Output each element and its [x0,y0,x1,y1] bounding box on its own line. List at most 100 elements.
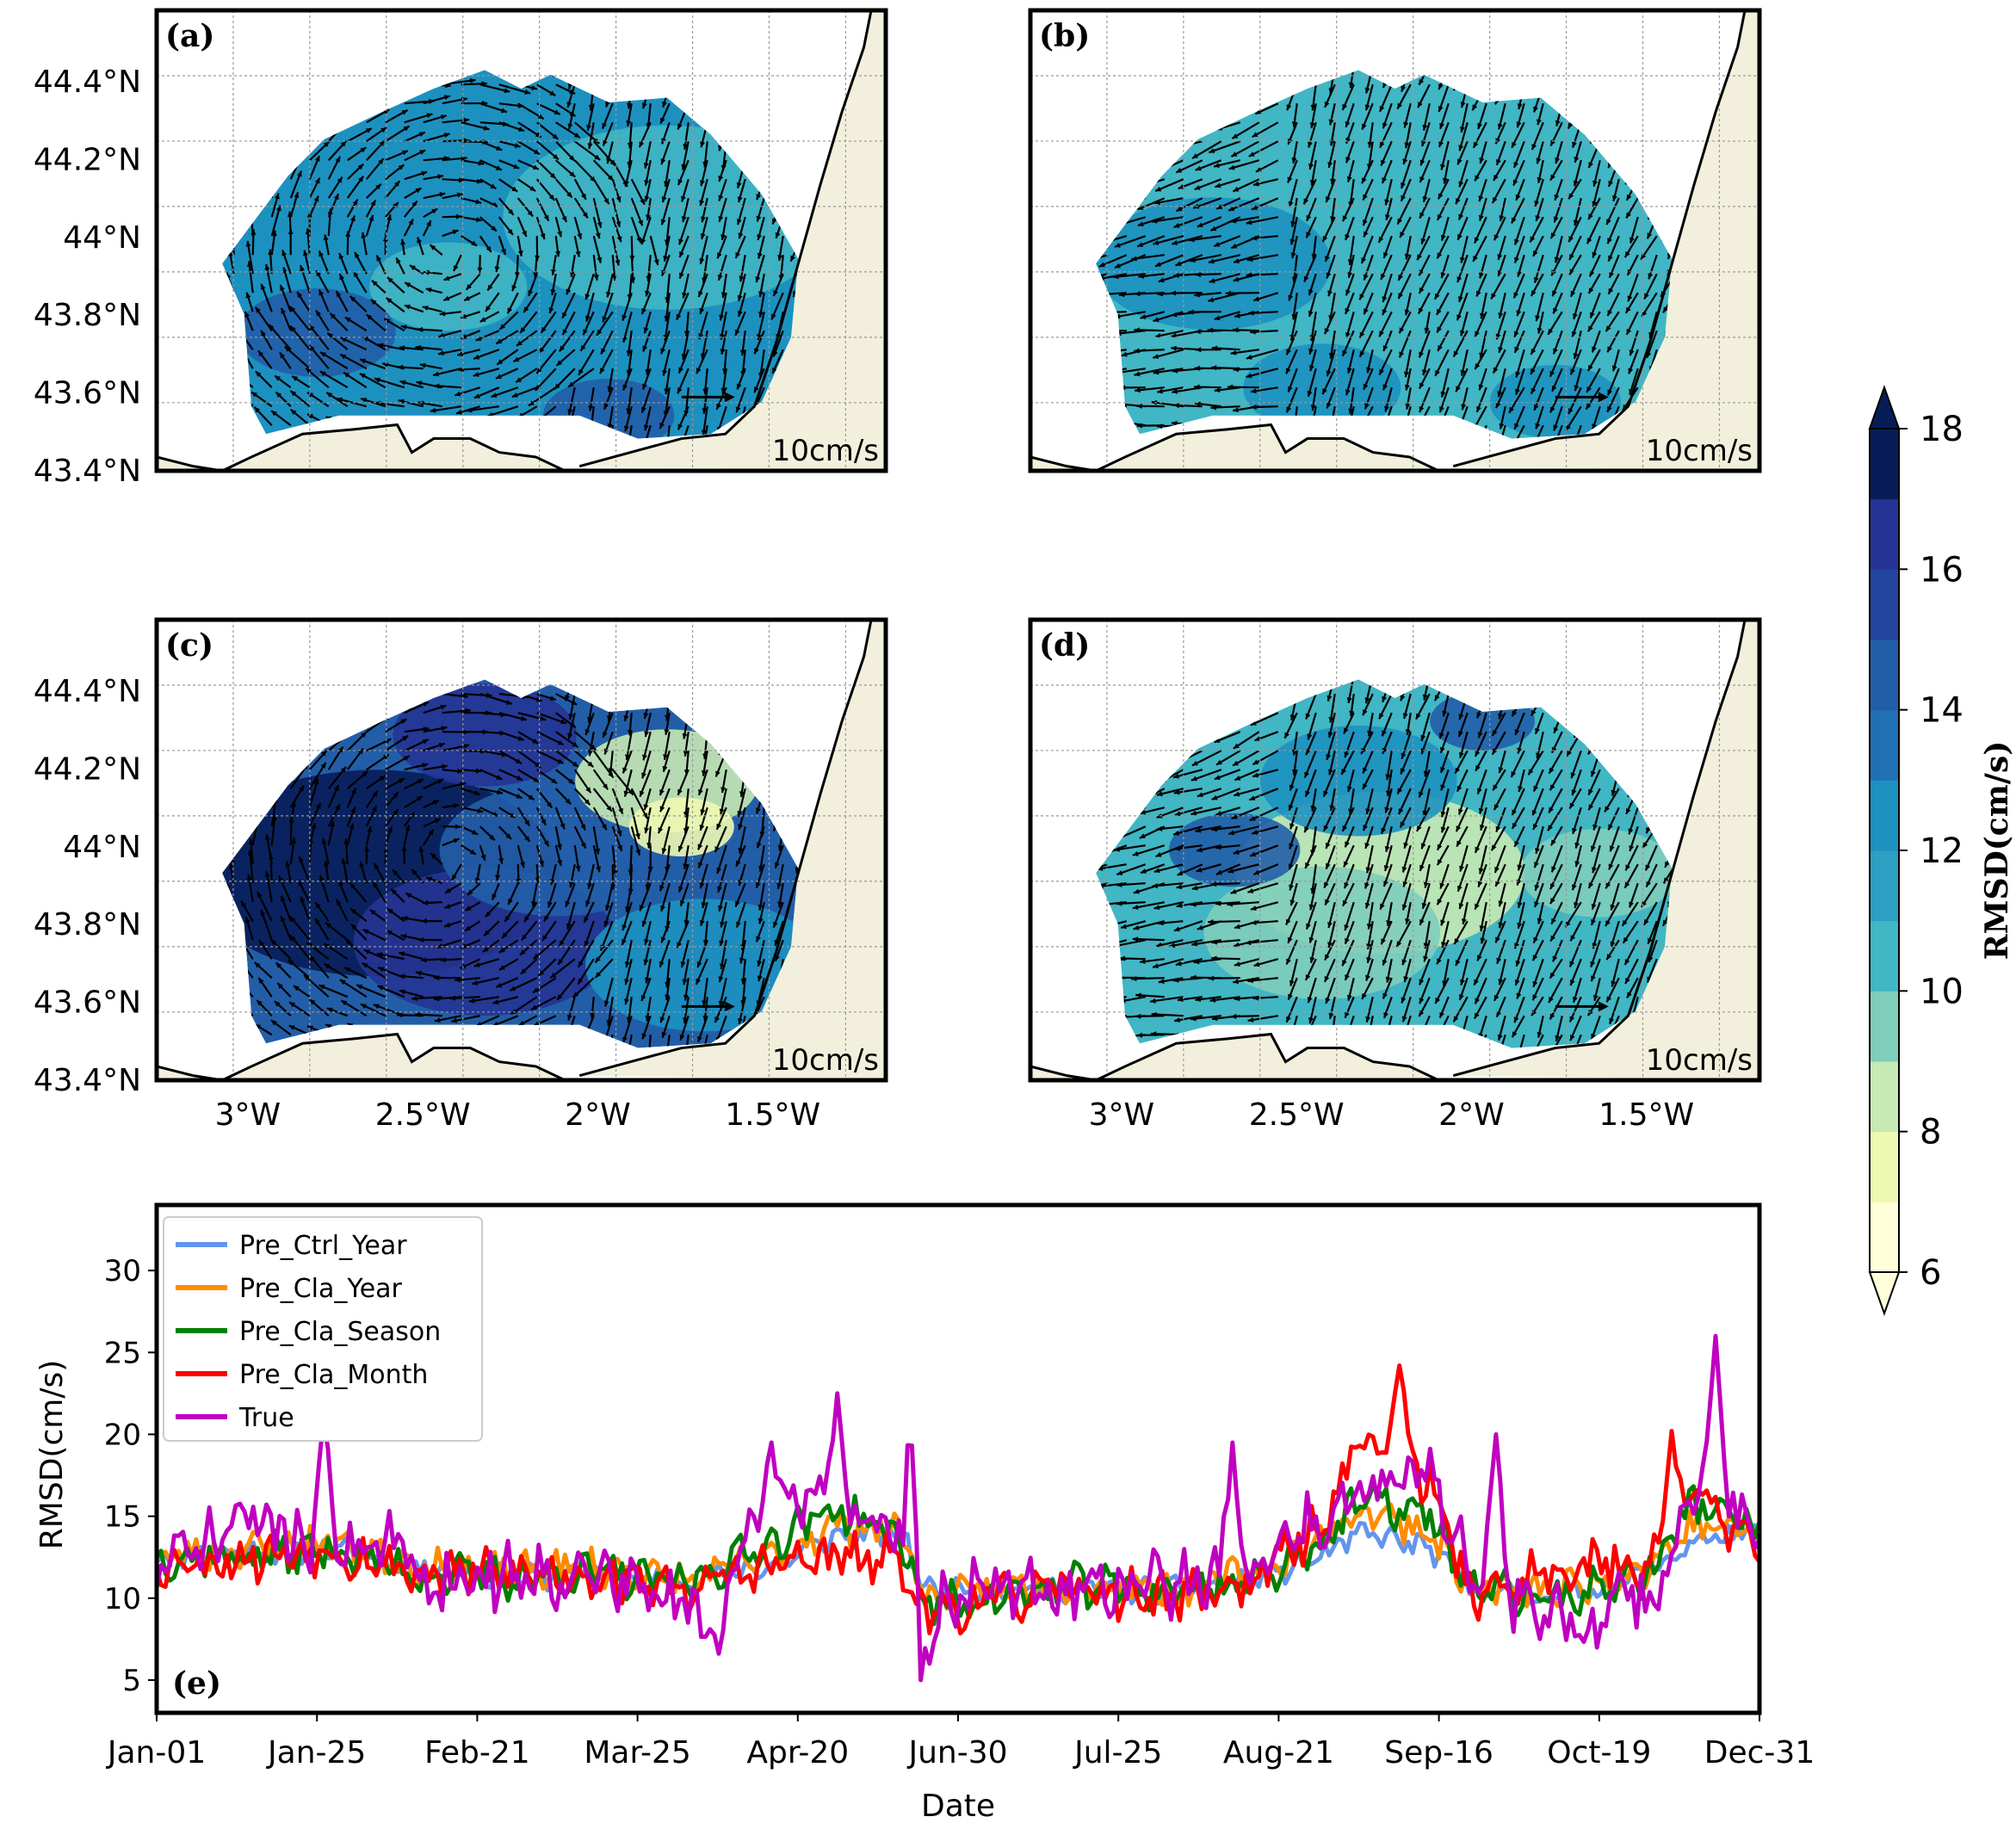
vector-arrowhead [1367,141,1373,148]
vector-arrowhead [1665,861,1670,868]
vector-arrowhead [1397,102,1403,109]
vector-arrowhead [442,763,448,769]
vector-arrowhead [1458,808,1463,815]
vector-arrowhead [1250,905,1257,912]
vector-arrowhead [379,140,385,147]
vector-arrowhead [1097,865,1104,871]
vector-arrowhead [568,714,574,720]
vector-arrowhead [399,973,405,979]
vector-arrowhead [1589,270,1595,277]
vector-arrowhead [1346,697,1352,703]
vector-arrowhead [575,250,581,257]
vector-arrowhead [505,833,511,839]
vector-arrowhead [495,874,501,881]
vector-arrowhead [577,232,583,239]
vector-arrowhead [1327,769,1333,776]
vector-arrowhead [1250,388,1257,394]
vector-arrowhead [1305,973,1311,980]
vector-arrowhead [1190,776,1197,782]
vector-arrowhead [1172,240,1178,245]
vector-arrowhead [584,294,591,300]
vector-arrowhead [1345,307,1351,314]
vector-arrowhead [587,761,594,768]
vector-arrowhead [584,799,591,806]
vector-arrowhead [289,306,296,312]
vector-arrowhead [430,244,436,250]
vector-arrowhead [241,900,247,907]
vector-arrowhead [1249,795,1256,800]
vector-arrowhead [641,307,646,314]
vector-arrowhead [1515,388,1520,395]
vector-arrowhead [1190,810,1197,816]
vector-arrowhead [363,949,370,955]
vector-arrow [1228,197,1260,212]
vector-arrowhead [377,343,384,349]
vector-arrowhead [341,1000,348,1006]
vector-arrowhead [490,183,497,189]
vector-arrowhead [290,935,296,942]
vector-arrowhead [1383,865,1389,872]
vector-arrowhead [483,125,490,131]
vector-arrowhead [538,970,545,976]
vector-arrowhead [507,229,513,235]
vector-arrowhead [465,925,472,931]
land-east [1453,620,1759,1080]
vector-arrowhead [1132,850,1139,856]
vector-arrowhead [646,843,652,849]
vector-arrowhead [533,987,539,993]
vector-arrowhead [1397,788,1403,794]
vector-arrowhead [314,155,320,162]
vector-arrowhead [1553,307,1558,314]
vector-arrowhead [1530,236,1536,243]
vector-arrowhead [1573,353,1579,360]
vector-arrowhead [1514,729,1520,735]
vector-arrowhead [1571,331,1577,337]
vector-arrowhead [1197,924,1203,930]
vector-arrowhead [1456,840,1462,847]
vector-arrowhead [517,735,524,741]
vector-arrowhead [505,700,512,705]
vector-arrowhead [622,1036,628,1043]
vector-arrowhead [1382,959,1388,966]
vector-arrowhead [1134,327,1140,333]
vector-arrowhead [426,876,433,882]
vector-arrowhead [360,147,367,153]
vector-arrowhead [661,848,667,855]
lat-tick-label: 43.4°N [34,1063,141,1098]
vector-arrowhead [520,968,527,974]
vector-arrowhead [1385,213,1390,220]
vector-arrowhead [1592,824,1599,831]
vector-arrowhead [293,986,300,992]
vector-arrowhead [1419,382,1425,389]
vector-arrowhead [430,853,436,859]
vector-arrowhead [595,848,601,855]
vector-arrowhead [717,274,723,281]
vector-arrow [249,850,254,884]
vector-arrowhead [612,869,618,876]
vector-arrowhead [1417,254,1422,261]
vector-arrowhead [1328,119,1334,126]
vector-arrowhead [439,192,446,197]
vector-arrowhead [1516,121,1522,128]
map-area [1030,10,1759,471]
vector-arrowhead [477,808,484,813]
vector-arrowhead [1440,811,1446,818]
vector-arrowhead [280,284,285,291]
vector-arrowhead [258,350,264,357]
vector-arrowhead [1231,243,1238,249]
vector-arrowhead [1345,137,1351,144]
vector-arrowhead [1549,972,1555,979]
vector-arrowhead [1194,184,1201,190]
vector-arrowhead [775,955,780,961]
vector-arrowhead [443,275,450,281]
vector-arrowhead [1171,312,1178,318]
vector-arrowhead [585,900,591,907]
vector-arrowhead [1607,389,1613,396]
vector-arrowhead [1551,385,1557,392]
vector-arrowhead [1396,941,1402,948]
vector-arrowhead [463,743,470,749]
vector-arrowhead [1592,867,1597,874]
vector-arrowhead [626,120,632,127]
vector-arrowhead [1234,961,1240,967]
vector-arrowhead [682,292,687,299]
